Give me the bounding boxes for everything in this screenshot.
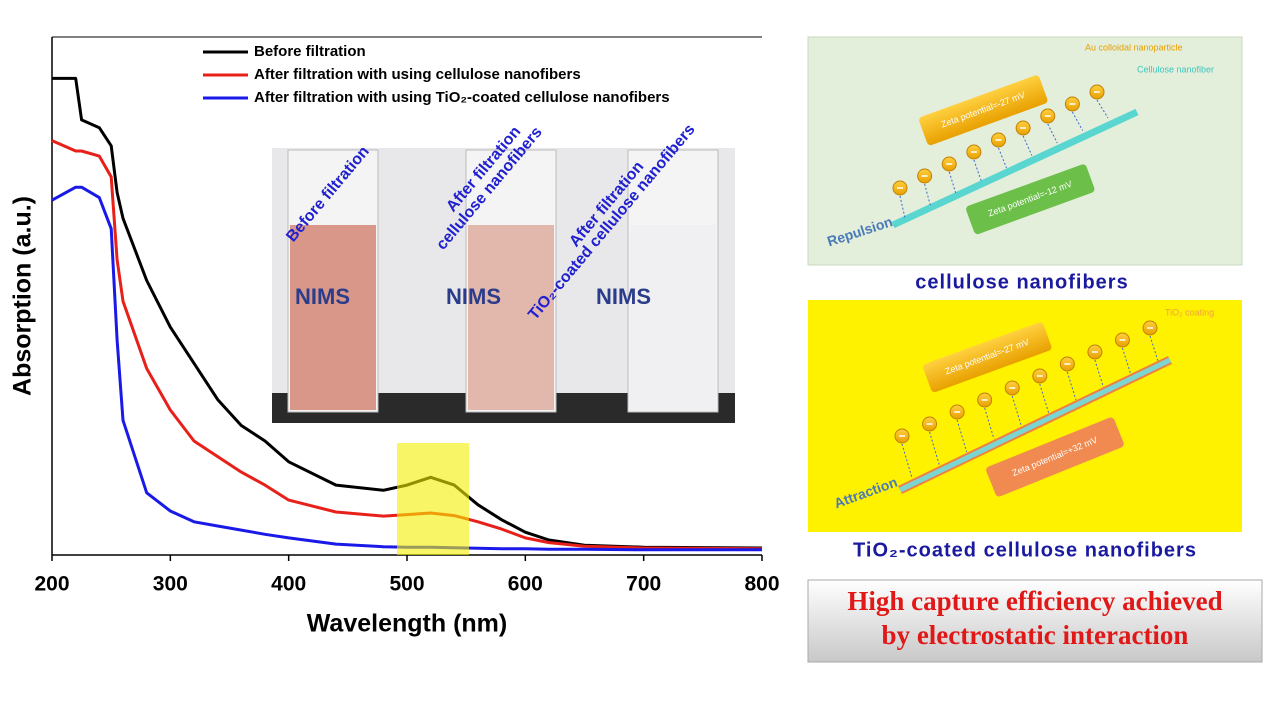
force-arrow [1011, 395, 1022, 427]
x-tick-label: 800 [744, 573, 779, 596]
x-tick-label: 400 [271, 573, 306, 596]
series-line [52, 76, 763, 550]
liquid [468, 225, 554, 410]
force-arrow [1096, 99, 1109, 119]
x-tick-label: 200 [34, 573, 69, 596]
x-tick-label: 600 [508, 573, 543, 596]
fiber [891, 108, 1139, 229]
conclusion: High capture efficiency achieved [847, 586, 1222, 616]
force-arrow [1121, 347, 1132, 375]
x-tick-label: 500 [389, 573, 424, 596]
series-line [51, 139, 763, 551]
force-arrow [1039, 383, 1050, 414]
force-arrow [1149, 335, 1159, 362]
zeta-box [919, 75, 1048, 146]
diagram-attraction: Zeta potential=-27 mV Zeta potential=+32… [808, 300, 1242, 561]
particle-label: Au colloidal nanoparticle [1085, 42, 1183, 52]
legend-label: After filtration with using TiO₂-coated … [254, 89, 670, 106]
legend-label: After filtration with using cellulose na… [254, 66, 581, 83]
diagram-repulsion: Zeta potential=-27 mV Zeta potential=-12… [807, 36, 1243, 293]
force-arrow [1071, 111, 1084, 131]
force-arrow [1066, 371, 1077, 401]
zeta-box [986, 417, 1124, 497]
zeta-box [923, 322, 1052, 393]
caption: cellulose nanofibers [915, 271, 1128, 293]
liquid [630, 225, 716, 410]
legend-label: Before filtration [254, 43, 366, 60]
y-axis-label: Absorption (a.u.) [9, 196, 37, 396]
watermark: NIMS [446, 284, 501, 309]
force-arrow [998, 147, 1007, 169]
x-tick-label: 700 [626, 573, 661, 596]
x-axis-label: Wavelength (nm) [307, 610, 507, 638]
panel [807, 36, 1243, 266]
watermark: NIMS [295, 284, 350, 309]
force-arrow [1022, 135, 1033, 156]
photo: NIMS NIMS NIMS Before filtration After f… [272, 121, 735, 423]
highlight [397, 443, 469, 555]
chart: 200 300 400 500 600 700 800 Wavelength (nm) Abso… [9, 36, 780, 638]
force-arrow [901, 443, 913, 479]
fiber-label: TiO₂ coating [1165, 307, 1214, 317]
force-arrow [1094, 359, 1104, 388]
fiber [898, 357, 1172, 493]
series-line [51, 185, 762, 552]
force-arrow [1047, 123, 1058, 144]
force-arrow [984, 407, 995, 440]
force-arrow [956, 419, 968, 453]
x-tick-label: 300 [153, 573, 188, 596]
force-arrow [929, 431, 940, 466]
fiber-label: Cellulose nanofiber [1137, 64, 1214, 74]
watermark: NIMS [596, 284, 651, 309]
liquid [290, 225, 376, 410]
zeta-box [966, 164, 1095, 235]
caption: TiO₂-coated cellulose nanofibers [853, 539, 1197, 561]
conclusion: by electrostatic interaction [882, 620, 1189, 650]
conclusion-box [807, 579, 1263, 663]
particles [892, 84, 1159, 479]
